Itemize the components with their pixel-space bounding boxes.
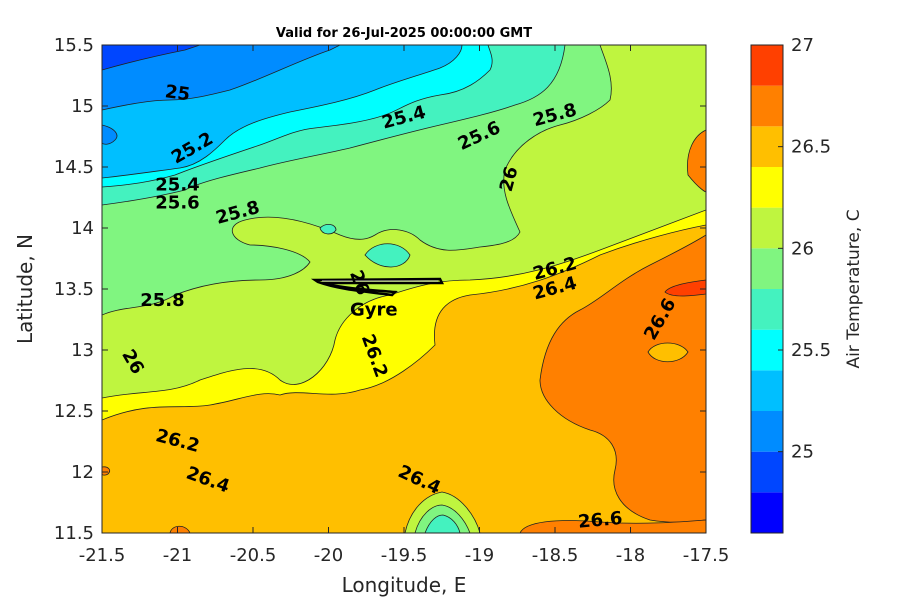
band-26.4-island xyxy=(647,342,689,363)
colorbar-swatch xyxy=(751,492,783,533)
x-tick-label: -18.5 xyxy=(532,545,579,566)
y-tick-label: 13 xyxy=(71,340,94,361)
band-26.8 xyxy=(664,279,706,297)
colorbar-swatch xyxy=(751,45,783,86)
contour-label: 25 xyxy=(164,81,192,105)
gyre-track-line xyxy=(310,277,445,297)
gyre-track xyxy=(310,277,445,297)
x-axis-ticks: -21.5 -21 -20.5 -20 -19.5 -19 -18.5 -18 -17.5 xyxy=(79,45,730,566)
colorbar-swatch xyxy=(751,85,783,127)
colorbar-tick-label: 26.5 xyxy=(791,137,831,158)
annotations: Gyre xyxy=(350,300,398,321)
colorbar-swatch xyxy=(751,451,783,493)
y-tick-label: 14.5 xyxy=(54,157,94,178)
y-tick-label: 12.5 xyxy=(54,401,94,422)
colorbar-tick-label: 26 xyxy=(791,238,814,259)
y-axis-ticks: 15.5 15 14.5 14 13.5 13 12.5 12 11.5 xyxy=(54,35,706,544)
colorbar: 27 26.5 26 25.5 25 xyxy=(750,35,831,534)
colorbar-tick-label: 25 xyxy=(791,442,814,463)
x-tick-label: -21 xyxy=(163,545,192,566)
gyre-label: Gyre xyxy=(350,300,398,321)
colorbar-swatch xyxy=(751,329,783,371)
band-26.6-ne xyxy=(687,129,706,193)
x-tick-label: -19.5 xyxy=(381,545,428,566)
y-tick-label: 11.5 xyxy=(54,523,94,544)
y-tick-label: 12 xyxy=(71,462,94,483)
contour-field xyxy=(102,45,706,533)
colorbar-swatch xyxy=(751,289,783,330)
band-25.2-island xyxy=(102,124,118,145)
band-25.0 xyxy=(102,45,341,111)
x-axis-label: Longitude, E xyxy=(342,573,467,597)
band-25.6-island-2 xyxy=(319,224,337,235)
x-tick-label: -19 xyxy=(465,545,494,566)
x-tick-label: -18 xyxy=(616,545,645,566)
band-25.6-island xyxy=(364,243,411,268)
colorbar-swatch xyxy=(751,126,783,167)
colorbar-swatch xyxy=(751,167,783,208)
colorbar-frame xyxy=(750,44,784,534)
band-24.8 xyxy=(102,45,201,71)
colorbar-tick-label: 27 xyxy=(791,35,814,56)
y-tick-label: 13.5 xyxy=(54,279,94,300)
x-tick-label: -17.5 xyxy=(683,545,730,566)
x-tick-label: -20 xyxy=(314,545,343,566)
contour-label: 26.6 xyxy=(577,508,623,533)
colorbar-swatch xyxy=(751,411,783,452)
chart-title: Valid for 26-Jul-2025 00:00:00 GMT xyxy=(276,26,532,41)
y-tick-label: 15 xyxy=(71,96,94,117)
y-tick-label: 15.5 xyxy=(54,35,94,56)
colorbar-swatch xyxy=(751,248,783,289)
x-tick-label: -20.5 xyxy=(230,545,277,566)
colorbar-tick-label: 25.5 xyxy=(791,340,831,361)
y-axis-label: Latitude, N xyxy=(13,234,37,344)
colorbar-swatch xyxy=(751,207,783,249)
colorbar-swatch xyxy=(751,370,783,411)
contour-label: 25.8 xyxy=(140,290,184,311)
contour-label: 25.4 xyxy=(155,174,199,195)
contour-label: 25.6 xyxy=(155,193,199,214)
band-south-warm xyxy=(519,519,706,533)
x-tick-label: -21.5 xyxy=(79,545,126,566)
band-26.6 xyxy=(539,234,706,523)
band-south-cool-3 xyxy=(424,514,461,533)
colorbar-label: Air Temperature, C xyxy=(844,209,864,368)
y-tick-label: 14 xyxy=(71,218,94,239)
